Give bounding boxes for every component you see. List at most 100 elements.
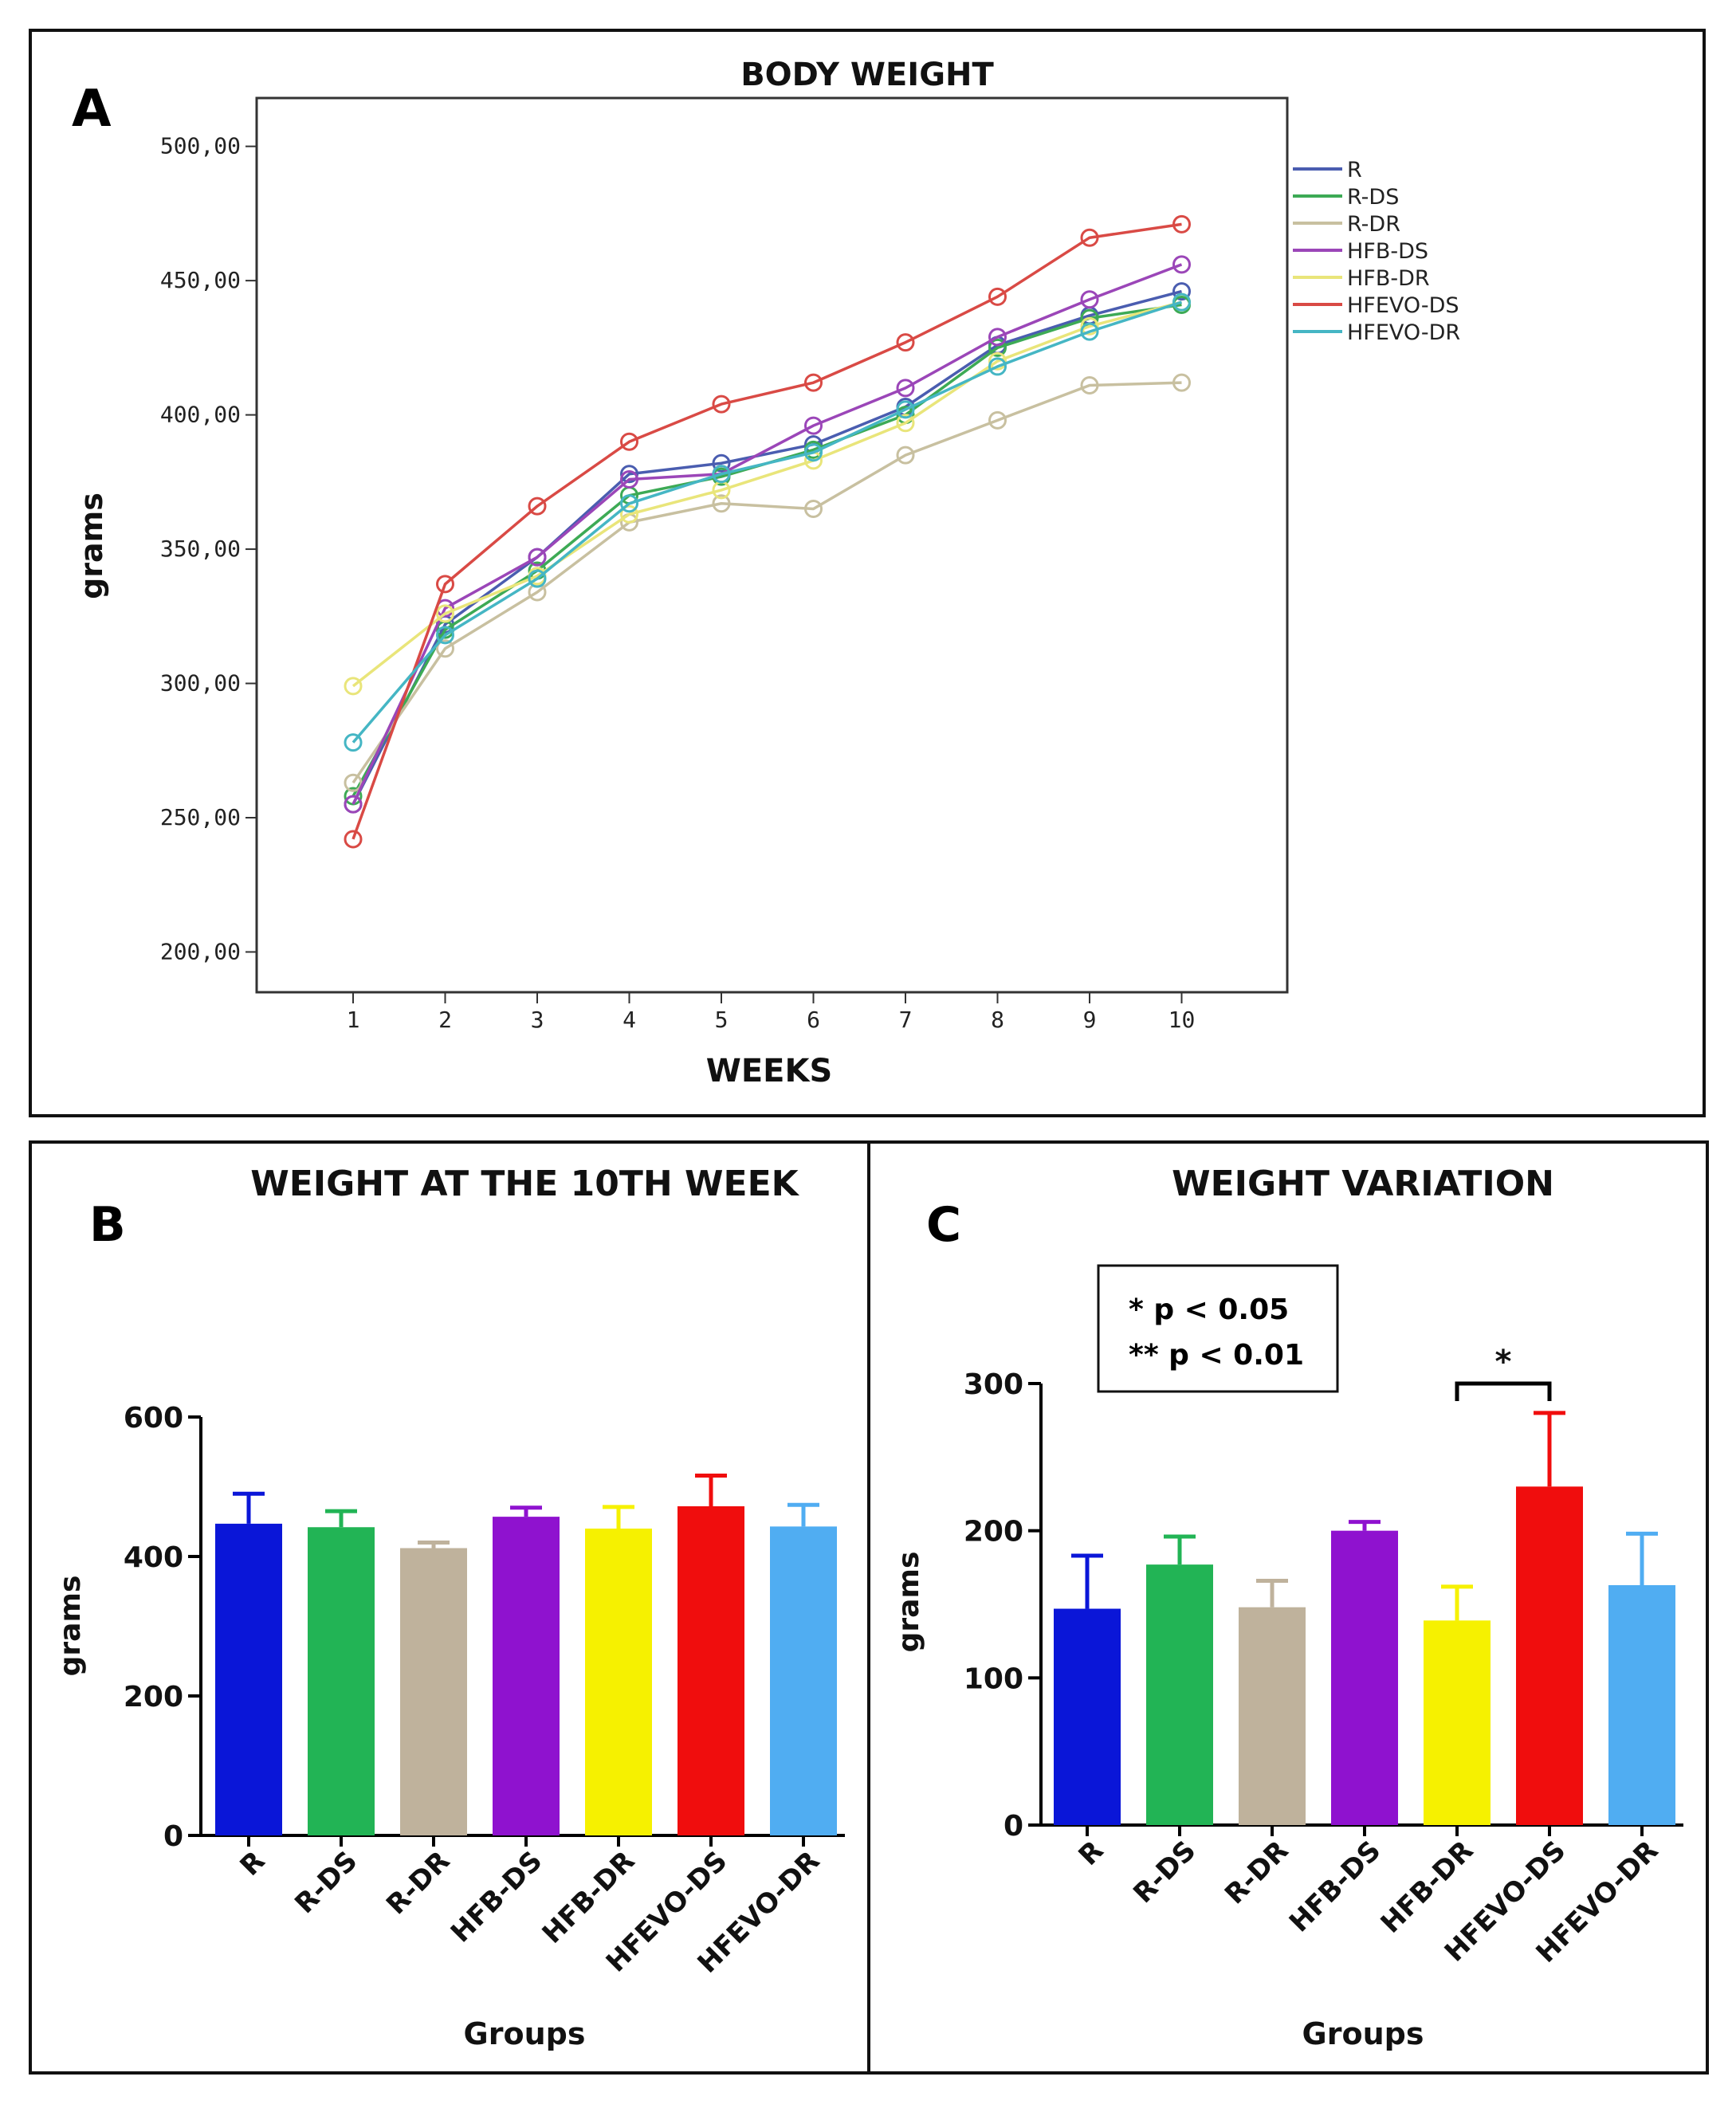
data-point-r-dr xyxy=(344,773,363,792)
chart-b-x-label: Groups xyxy=(464,2016,586,2051)
bar-r-dr xyxy=(400,1548,467,1835)
chart-c-x-label: Groups xyxy=(1302,2016,1424,2051)
data-point-hfevo-dr xyxy=(804,443,823,462)
chart-a-x-axis: 1 2 3 4 5 6 7 8 9 10 xyxy=(347,992,1196,1033)
data-point-hfevo-dr xyxy=(528,569,547,588)
data-point-r xyxy=(1172,282,1191,301)
legend-label-hfevo-dr: HFEVO-DR xyxy=(1347,320,1460,345)
chart-b-y-tick-label: 400 xyxy=(124,1541,183,1574)
panel-letter-a: A xyxy=(72,80,112,139)
chart-c-y-label: grams xyxy=(893,1552,925,1653)
bar-r xyxy=(215,1523,282,1835)
chart-c-significance-legend xyxy=(1097,1264,1339,1393)
chart-c-y-tick-label: 300 xyxy=(964,1368,1023,1401)
chart-a-series xyxy=(344,214,1191,849)
series-line-hfb-dr xyxy=(352,300,1182,688)
chart-c-legend-line-2: ** p < 0.01 xyxy=(1129,1339,1304,1372)
series-line-r xyxy=(352,289,1182,805)
data-point-hfevo-ds xyxy=(344,830,363,849)
data-point-r-dr xyxy=(1172,373,1191,392)
bar-r-dr xyxy=(1239,1607,1306,1825)
chart-c-y-tick-label: 0 xyxy=(1004,1810,1023,1843)
data-point-hfb-dr xyxy=(344,677,363,696)
chart-a-x-tick-label: 2 xyxy=(438,1007,452,1033)
chart-a-x-tick-label: 9 xyxy=(1083,1007,1097,1033)
legend-label-hfb-dr: HFB-DR xyxy=(1347,266,1430,291)
data-point-hfevo-ds xyxy=(620,432,638,451)
bar-hfevo-ds xyxy=(1516,1486,1583,1825)
data-point-hfevo-ds xyxy=(1080,228,1099,247)
chart-a-x-tick-label: 1 xyxy=(347,1007,360,1033)
chart-a-x-tick-label: 7 xyxy=(899,1007,913,1033)
chart-a-x-tick-label: 3 xyxy=(531,1007,544,1033)
chart-b-y-label: grams xyxy=(54,1576,87,1677)
data-point-r-dr xyxy=(804,500,823,519)
data-point-r-dr xyxy=(436,639,454,658)
data-point-hfevo-dr xyxy=(1172,292,1191,312)
chart-a-x-tick-label: 10 xyxy=(1168,1007,1196,1033)
data-point-hfevo-ds xyxy=(804,373,823,392)
data-point-hfevo-dr xyxy=(344,733,363,752)
chart-a-plot-area xyxy=(255,96,1289,994)
panel-letter-b: B xyxy=(89,1197,126,1253)
data-point-hfevo-dr xyxy=(436,626,454,645)
data-point-r-dr xyxy=(988,410,1007,430)
bar-hfb-ds xyxy=(493,1517,560,1835)
chart-a-y-axis: 200,00 250,00 300,00 350,00 400,00 450,00 500,… xyxy=(160,98,257,992)
data-point-hfevo-ds xyxy=(988,287,1007,306)
data-point-hfb-ds xyxy=(620,469,638,489)
data-point-hfb-ds xyxy=(1172,255,1191,274)
data-point-r-dr xyxy=(1080,376,1099,395)
series-line-hfb-ds xyxy=(352,263,1183,805)
chart-a-x-tick-label: 4 xyxy=(623,1007,636,1033)
data-point-hfb-ds xyxy=(528,548,547,567)
bar-r-ds xyxy=(1146,1564,1213,1825)
chart-a-x-label: WEEKS xyxy=(706,1053,833,1089)
data-point-hfb-ds xyxy=(804,416,823,435)
data-point-r-dr xyxy=(896,446,915,465)
data-point-hfb-ds xyxy=(344,795,363,814)
data-point-r-dr xyxy=(712,494,731,513)
data-point-r xyxy=(620,465,638,484)
data-point-r xyxy=(712,453,731,473)
chart-a-y-tick-label: 450,00 xyxy=(160,267,241,293)
bar-hfb-ds xyxy=(1331,1530,1398,1825)
data-point-hfb-dr xyxy=(620,504,638,524)
data-point-hfevo-ds xyxy=(528,497,547,516)
data-point-hfevo-dr xyxy=(712,465,731,484)
chart-a-title: BODY WEIGHT xyxy=(740,57,994,93)
chart-a-x-tick-label: 5 xyxy=(715,1007,729,1033)
chart-c-y-tick-label: 200 xyxy=(964,1516,1023,1549)
data-point-hfb-dr xyxy=(436,604,454,623)
data-point-hfevo-dr xyxy=(896,400,915,419)
chart-c-title: WEIGHT VARIATION xyxy=(1172,1164,1554,1204)
bar-r-ds xyxy=(308,1527,375,1835)
chart-b-y-tick-label: 600 xyxy=(124,1402,183,1435)
legend-label-hfevo-ds: HFEVO-DS xyxy=(1347,293,1459,318)
data-point-hfb-dr xyxy=(896,414,915,433)
data-point-hfevo-ds xyxy=(896,333,915,352)
data-point-hfevo-dr xyxy=(1080,322,1099,341)
data-point-hfb-dr xyxy=(1080,316,1099,336)
data-point-hfb-ds xyxy=(896,379,915,398)
panel-letter-c: C xyxy=(926,1197,961,1253)
significance-bracket xyxy=(1455,1381,1552,1401)
legend-label-r-ds: R-DS xyxy=(1347,185,1399,210)
chart-a-x-tick-label: 6 xyxy=(807,1007,820,1033)
chart-a-y-label: grams xyxy=(74,493,109,599)
data-point-r-ds xyxy=(988,338,1007,357)
bar-hfevo-dr xyxy=(770,1526,837,1835)
legend-label-r-dr: R-DR xyxy=(1347,212,1400,237)
bar-hfevo-ds xyxy=(678,1506,744,1835)
data-point-hfevo-ds xyxy=(1172,214,1191,234)
chart-a-y-tick-label: 400,00 xyxy=(160,402,241,428)
bar-hfevo-dr xyxy=(1608,1584,1675,1825)
chart-a-y-tick-label: 300,00 xyxy=(160,670,241,697)
bar-hfb-dr xyxy=(1424,1620,1491,1825)
bar-r xyxy=(1054,1608,1121,1825)
series-line-hfevo-ds xyxy=(352,222,1182,840)
chart-a-y-tick-label: 350,00 xyxy=(160,536,241,562)
data-point-hfevo-ds xyxy=(436,575,454,594)
